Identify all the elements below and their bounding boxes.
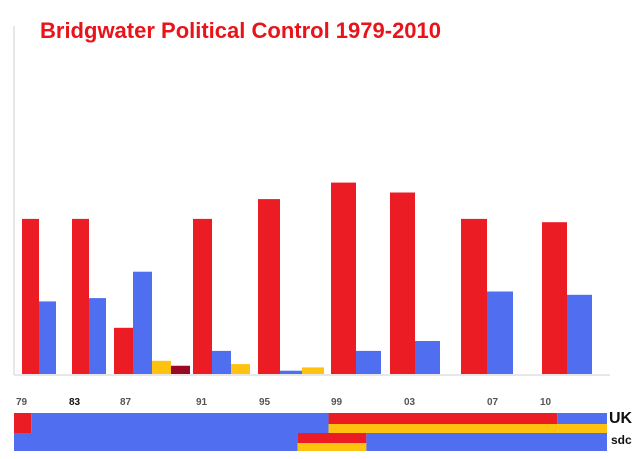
- strip-sdc-segment-1-lower: [297, 443, 367, 451]
- strip-UK-segment-2: [328, 413, 558, 424]
- strip-UK-segment-0: [14, 413, 32, 433]
- strip-UK-segment-1: [31, 413, 329, 433]
- bar-91-series-1: [193, 218, 212, 374]
- bar-03-series-1: [390, 192, 415, 374]
- x-tick-79: 79: [16, 397, 28, 408]
- bar-87-series-1: [114, 327, 133, 374]
- x-tick-91: 91: [196, 397, 208, 408]
- bar-91-series-3: [231, 364, 250, 374]
- bar-83-series-2: [89, 298, 106, 374]
- bar-91-series-2: [212, 350, 231, 374]
- bar-95-series-1: [258, 199, 280, 374]
- bar-99-series-1: [331, 182, 356, 374]
- bar-group: [22, 182, 592, 374]
- bar-79-series-1: [22, 218, 39, 374]
- bar-07-series-1: [461, 218, 487, 374]
- x-tick-10: 10: [540, 397, 552, 408]
- x-tick-07: 07: [487, 397, 499, 408]
- bar-07-series-2: [487, 291, 513, 374]
- x-tick-03: 03: [404, 397, 416, 408]
- x-tick-83: 83: [69, 397, 81, 408]
- strip-UK-segment-3: [557, 413, 607, 424]
- strip-label-sdc: sdc: [611, 433, 632, 447]
- x-tick-labels: 79 83 87 91 95 99 03 07 10: [16, 397, 552, 408]
- bar-99-series-2: [356, 350, 381, 374]
- chart-title: Bridgwater Political Control 1979-2010: [40, 18, 442, 43]
- bar-10-series-1: [542, 222, 567, 374]
- bar-03-series-2: [415, 341, 440, 374]
- strip-label-uk: UK: [609, 410, 633, 427]
- x-tick-87: 87: [120, 397, 132, 408]
- bar-95-series-2: [280, 370, 302, 374]
- bar-79-series-2: [39, 301, 56, 374]
- bar-87-series-3: [152, 360, 171, 374]
- bar-10-series-2: [567, 294, 592, 374]
- bar-95-series-3: [302, 367, 324, 374]
- bar-87-series-4: [171, 365, 190, 374]
- strip-UK-segment-3-lower: [557, 424, 607, 433]
- strip-sdc-segment-1: [297, 433, 367, 443]
- strip-sdc-segment-2: [366, 433, 607, 451]
- bar-87-series-2: [133, 271, 152, 374]
- bar-83-series-1: [72, 218, 89, 374]
- strip-sdc-segment-0: [14, 433, 298, 451]
- control-strips: [14, 413, 607, 451]
- chart-axes: [13, 26, 610, 376]
- x-tick-95: 95: [259, 397, 271, 408]
- x-tick-99: 99: [331, 397, 343, 408]
- strip-UK-segment-2-lower: [328, 424, 558, 433]
